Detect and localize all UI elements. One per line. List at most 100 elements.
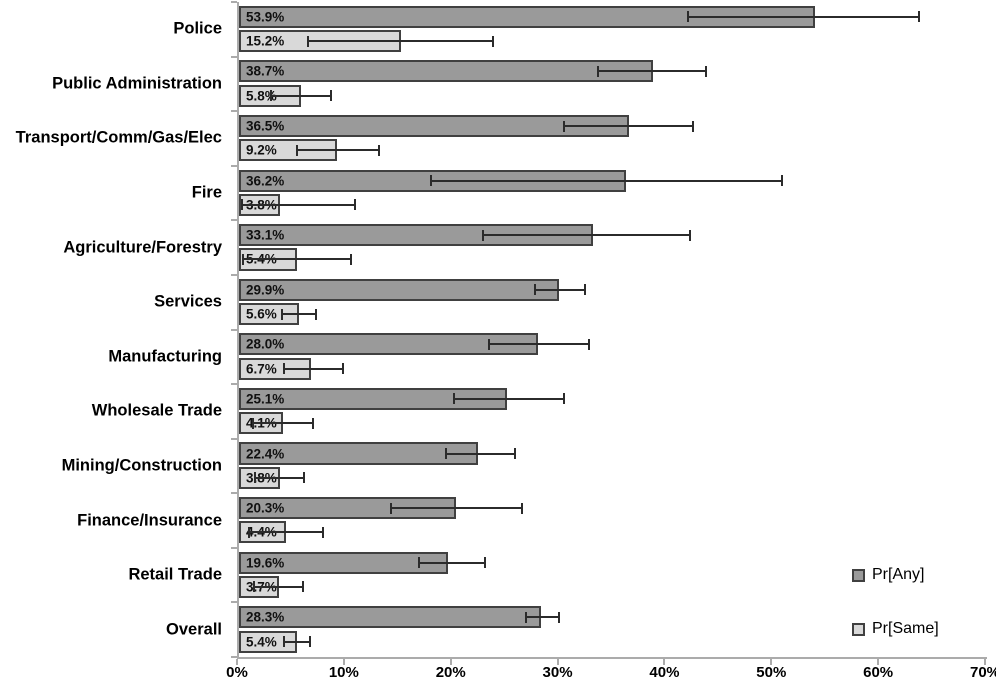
error-bar [271,94,331,97]
y-axis-tick [231,546,237,549]
legend-marker-pr-any [852,568,865,582]
row-pr-same-fire: 3.8% [239,193,987,216]
bar-group-manufacturing: 28.0% 6.7% [239,330,987,385]
y-axis-tick [231,273,237,276]
bar-pr-same-services: 5.6% [239,303,299,326]
error-cap-low [252,581,255,593]
bar-value-label: 28.3% [246,609,285,625]
error-cap-high [302,581,305,593]
row-pr-any-wholesale-trade: 25.1% [239,387,987,410]
bar-pr-any-mining-construction: 22.4% [239,442,479,465]
bar-value-label: 5.8% [246,88,277,104]
bar-pr-any-manufacturing: 28.0% [239,333,539,356]
bar-group-wholesale-trade: 25.1% 4.1% [239,384,987,439]
category-label-fire: Fire [191,183,222,202]
bar-value-label: 5.4% [246,634,277,650]
error-cap-high [917,11,920,23]
row-pr-same-overall: 5.4% [239,630,987,653]
bar-pr-any-overall: 28.3% [239,606,542,629]
category-label-wholesale-trade: Wholesale Trade [91,401,222,420]
bar-pr-same-overall: 5.4% [239,630,297,653]
error-cap-low [452,393,455,405]
x-tick-label-10: 10% [328,664,359,681]
error-cap-high [492,35,495,47]
bar-value-label: 33.1% [246,227,285,243]
error-cap-high [314,308,317,320]
bar-pr-any-finance-insurance: 20.3% [239,497,456,520]
bar-value-label: 22.4% [246,446,285,462]
y-axis-tick [231,383,237,386]
error-bar [687,15,919,18]
bar-group-mining-construction: 22.4% 3.8% [239,439,987,494]
error-bar [534,288,586,291]
error-bar [431,179,782,182]
error-cap-high [377,144,380,156]
y-axis-tick [231,219,237,222]
error-cap-low [488,338,491,350]
error-cap-low [686,11,689,23]
y-axis-tick [231,164,237,167]
bar-value-label: 9.2% [246,142,277,158]
x-axis-tick [342,659,345,665]
row-pr-same-finance-insurance: 4.4% [239,521,987,544]
legend-marker-pr-same [852,622,865,636]
category-label-finance-insurance: Finance/Insurance [77,511,222,530]
row-pr-any-retail-trade: 19.6% [239,551,987,574]
error-bar [446,452,515,455]
error-cap-high [308,636,311,648]
category-label-manufacturing: Manufacturing [108,347,222,366]
error-bar [283,367,343,370]
error-cap-low [247,526,250,538]
y-axis-tick [231,110,237,113]
error-cap-low [597,65,600,77]
bar-value-label: 5.6% [246,306,277,322]
x-axis-tick [556,659,559,665]
y-axis-tick [231,55,237,58]
bar-pr-any-agriculture-forestry: 33.1% [239,224,593,247]
x-tick-label-40: 40% [649,664,680,681]
row-pr-any-public-administration: 38.7% [239,60,987,83]
category-label-public-administration: Public Administration [52,74,222,93]
legend-item-pr-any: Pr[Any] [852,566,924,584]
x-axis-tick [877,659,880,665]
error-cap-low [389,502,392,514]
error-cap-high [557,611,560,623]
bar-value-label: 29.9% [246,282,285,298]
error-bar [453,397,564,400]
row-pr-same-police: 15.2% [239,30,987,53]
error-cap-low [525,611,528,623]
error-cap-high [303,472,306,484]
bar-group-retail-trade: 19.6% 3.7% [239,548,987,603]
error-cap-low [241,199,244,211]
bar-pr-any-police: 53.9% [239,5,815,28]
x-tick-label-0: 0% [226,664,248,681]
x-tick-label-70: 70% [969,664,996,681]
error-cap-low [562,120,565,132]
x-tick-label-20: 20% [435,664,466,681]
error-bar [482,234,690,237]
category-label-agriculture-forestry: Agriculture/Forestry [63,238,222,257]
error-cap-low [282,363,285,375]
error-bar [252,422,313,425]
error-bar [308,40,494,43]
error-cap-low [533,284,536,296]
bar-value-label: 19.6% [246,555,285,571]
error-cap-low [251,417,254,429]
bar-value-label: 36.5% [246,118,285,134]
error-bar [283,640,310,643]
bar-value-label: 25.1% [246,391,285,407]
error-cap-high [588,338,591,350]
row-pr-same-services: 5.6% [239,303,987,326]
row-pr-any-agriculture-forestry: 33.1% [239,224,987,247]
error-cap-high [780,175,783,187]
y-axis-tick [231,656,237,658]
row-pr-any-finance-insurance: 20.3% [239,497,987,520]
category-label-overall: Overall [166,620,222,639]
bar-value-label: 15.2% [246,33,285,49]
error-cap-high [350,253,353,265]
error-bar [248,531,324,534]
category-label-retail-trade: Retail Trade [128,565,222,584]
legend-label-pr-any: Pr[Any] [872,566,925,583]
bar-value-label: 38.7% [246,63,285,79]
bar-pr-any-retail-trade: 19.6% [239,551,449,574]
